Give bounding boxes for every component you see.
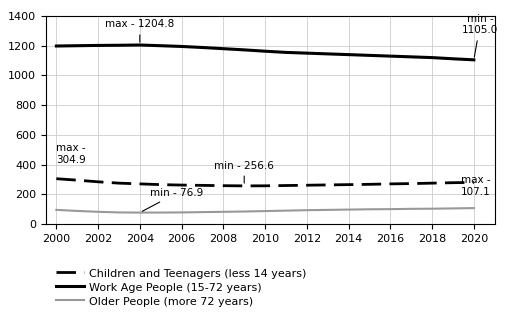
Text: max -
107.1: max - 107.1 bbox=[460, 175, 490, 196]
Text: min - 256.6: min - 256.6 bbox=[214, 161, 274, 183]
Text: max - 1204.8: max - 1204.8 bbox=[105, 20, 174, 42]
Text: max -
304.9: max - 304.9 bbox=[56, 143, 86, 164]
Text: min - 76.9: min - 76.9 bbox=[142, 188, 203, 211]
Text: min -
1105.0: min - 1105.0 bbox=[461, 14, 497, 57]
Legend: Children and Teenagers (less 14 years), Work Age People (15-72 years), Older Peo: Children and Teenagers (less 14 years), … bbox=[51, 263, 310, 311]
